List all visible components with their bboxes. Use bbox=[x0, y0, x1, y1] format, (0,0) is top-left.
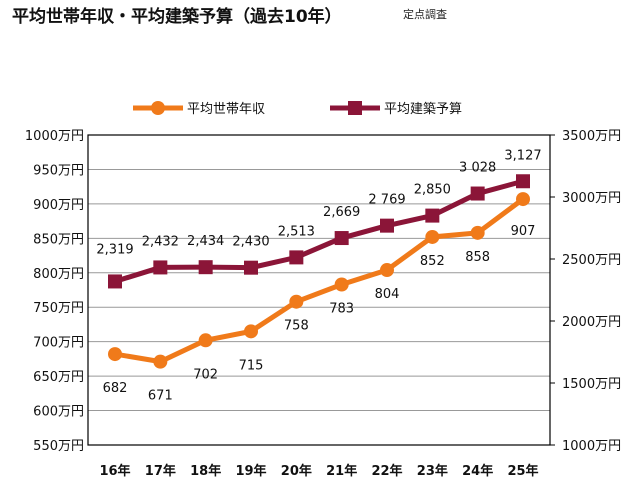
left-tick-label: 800万円 bbox=[33, 267, 84, 282]
x-tick-label: 19年 bbox=[235, 463, 266, 479]
data-label: 671 bbox=[148, 389, 173, 404]
data-point bbox=[425, 229, 440, 244]
series-line-1 bbox=[114, 178, 524, 284]
left-tick-label: 900万円 bbox=[33, 198, 84, 213]
plot-frame bbox=[87, 134, 551, 446]
right-tick-label: 3500万円 bbox=[562, 129, 621, 144]
data-point bbox=[198, 333, 213, 348]
left-tick-label: 550万円 bbox=[33, 439, 84, 454]
data-point bbox=[153, 260, 168, 275]
data-label: 682 bbox=[103, 381, 128, 396]
data-label: 715 bbox=[239, 358, 264, 373]
legend-label: 平均建築予算 bbox=[384, 102, 462, 117]
data-point bbox=[289, 294, 304, 309]
data-point bbox=[380, 263, 394, 278]
data-point bbox=[334, 277, 349, 292]
right-tick-label: 1000万円 bbox=[562, 439, 621, 454]
right-tick-label: 2000万円 bbox=[562, 315, 621, 330]
left-tick-label: 750万円 bbox=[33, 301, 84, 316]
data-point bbox=[244, 260, 258, 275]
x-tick-label: 25年 bbox=[507, 463, 538, 479]
right-tick-label: 1500万円 bbox=[562, 377, 621, 392]
x-tick-label: 24年 bbox=[462, 463, 493, 479]
data-label: 3 028 bbox=[459, 161, 496, 176]
legend-label: 平均世帯年収 bbox=[187, 102, 265, 117]
left-tick-label: 950万円 bbox=[33, 163, 84, 178]
legend-marker bbox=[348, 101, 362, 115]
data-point bbox=[516, 174, 530, 189]
x-tick-label: 16年 bbox=[99, 463, 130, 479]
left-tick-label: 650万円 bbox=[33, 370, 84, 385]
left-tick-label: 700万円 bbox=[33, 336, 84, 351]
data-point bbox=[153, 354, 168, 369]
left-tick-label: 1000万円 bbox=[25, 129, 84, 144]
data-label: 758 bbox=[284, 319, 309, 334]
chart-title: 平均世帯年収・平均建築予算（過去10年） bbox=[12, 7, 342, 27]
left-tick-label: 850万円 bbox=[33, 232, 84, 247]
data-point bbox=[108, 274, 122, 289]
data-label: 2,430 bbox=[232, 235, 269, 250]
data-point bbox=[244, 324, 258, 339]
right-tick-label: 3000万円 bbox=[562, 191, 621, 206]
x-tick-label: 23年 bbox=[417, 463, 448, 479]
data-point bbox=[516, 192, 530, 207]
x-tick-label: 18年 bbox=[190, 463, 221, 479]
data-label: 2,669 bbox=[323, 205, 360, 220]
data-label: 2,513 bbox=[278, 224, 315, 239]
right-tick-label: 2500万円 bbox=[562, 253, 621, 268]
chart-subtitle: 定点調査 bbox=[403, 8, 447, 21]
data-point bbox=[108, 347, 122, 362]
data-point bbox=[334, 231, 349, 246]
data-point bbox=[425, 208, 440, 223]
legend-marker bbox=[151, 101, 165, 115]
series-line-0 bbox=[114, 197, 525, 365]
data-label: 907 bbox=[511, 224, 536, 239]
x-tick-label: 17年 bbox=[145, 463, 176, 479]
data-point bbox=[380, 218, 394, 233]
x-tick-label: 21年 bbox=[326, 463, 357, 479]
data-label: 858 bbox=[465, 250, 490, 265]
data-label: 2,432 bbox=[142, 234, 179, 249]
data-label: 3,127 bbox=[504, 148, 541, 163]
data-point bbox=[470, 186, 485, 201]
data-label: 2 769 bbox=[368, 193, 405, 208]
data-label: 804 bbox=[375, 287, 400, 302]
data-point bbox=[198, 260, 213, 275]
data-label: 702 bbox=[193, 367, 218, 382]
left-tick-label: 600万円 bbox=[33, 405, 84, 420]
data-point bbox=[289, 250, 304, 265]
x-tick-label: 20年 bbox=[281, 463, 312, 479]
data-label: 2,434 bbox=[187, 234, 224, 249]
data-label: 852 bbox=[420, 254, 445, 269]
data-point bbox=[470, 225, 485, 240]
data-label: 2,850 bbox=[414, 183, 451, 198]
data-label: 2,319 bbox=[96, 242, 133, 257]
x-tick-label: 22年 bbox=[371, 463, 402, 479]
data-label: 783 bbox=[329, 301, 354, 316]
